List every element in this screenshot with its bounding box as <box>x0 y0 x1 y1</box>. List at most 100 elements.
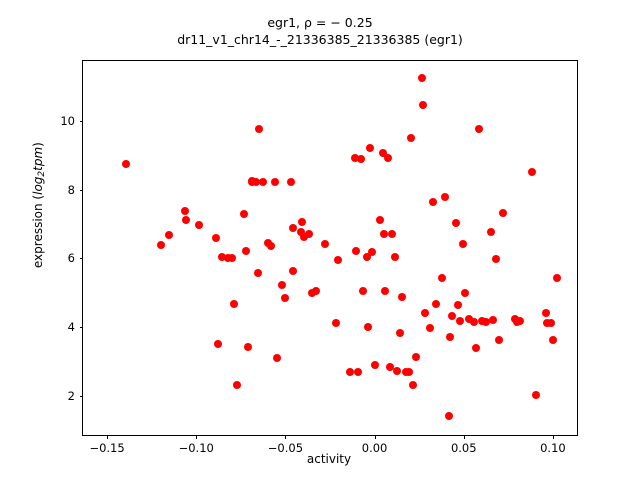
x-axis-tick-label: 0.00 <box>361 441 388 455</box>
scatter-point <box>454 300 463 309</box>
scatter-point <box>242 246 251 255</box>
scatter-point <box>456 316 465 325</box>
scatter-point <box>378 148 387 157</box>
scatter-point <box>425 323 434 332</box>
scatter-point <box>247 177 256 186</box>
y-axis-tick <box>79 258 83 260</box>
scatter-point <box>211 234 220 243</box>
scatter-point <box>181 215 190 224</box>
scatter-point <box>334 256 343 264</box>
scatter-point <box>267 242 276 251</box>
scatter-point <box>441 193 450 202</box>
scatter-point <box>380 230 389 239</box>
scatter-point <box>277 281 286 290</box>
y-axis-label-tpm: tpm <box>30 146 45 171</box>
x-axis-tick-label: 0.05 <box>450 441 477 455</box>
scatter-point <box>491 254 500 263</box>
scatter-point <box>542 318 551 327</box>
scatter-point <box>270 178 279 187</box>
scatter-point <box>367 248 376 257</box>
scatter-point <box>273 354 282 363</box>
scatter-point <box>405 367 414 376</box>
x-axis-label: activity <box>306 452 352 466</box>
scatter-point <box>304 230 313 239</box>
plot-axes: −0.15 −0.10 −0.05 0.00 0.05 0.10 2 4 6 8 10 <box>60 60 578 455</box>
scatter-point <box>375 215 384 224</box>
scatter-point <box>121 159 130 168</box>
scatter-point <box>259 178 268 187</box>
scatter-point <box>418 100 427 109</box>
y-axis-tick <box>79 395 83 397</box>
scatter-points-layer <box>83 61 577 435</box>
scatter-point <box>218 253 227 262</box>
scatter-point <box>213 340 222 349</box>
scatter-point <box>253 268 262 277</box>
scatter-point <box>229 300 238 309</box>
scatter-point <box>548 335 557 344</box>
scatter-point <box>194 220 203 229</box>
scatter-point <box>482 317 491 326</box>
y-axis-tick-label: 6 <box>67 251 75 266</box>
scatter-point <box>474 124 483 133</box>
scatter-point <box>300 233 309 242</box>
x-axis-tick-label: 0.10 <box>540 441 566 455</box>
scatter-point <box>350 154 359 163</box>
y-axis-label-log: log <box>30 176 45 195</box>
scatter-point <box>357 155 366 164</box>
y-axis-tick <box>79 326 83 328</box>
scatter-point <box>553 274 562 283</box>
scatter-point <box>448 311 457 320</box>
scatter-point <box>411 353 420 362</box>
scatter-point <box>486 227 495 236</box>
scatter-point <box>531 390 540 399</box>
scatter-point <box>392 366 401 375</box>
scatter-point <box>470 317 479 326</box>
scatter-point <box>398 292 407 301</box>
y-axis-label-prefix: expression ( <box>30 194 45 269</box>
scatter-point <box>432 299 441 308</box>
scatter-point <box>421 308 430 317</box>
chart-title: egr1, ρ = − 0.25 dr11_v1_chr14_-_2133638… <box>0 14 640 48</box>
scatter-point <box>438 274 447 283</box>
y-axis-tick <box>79 189 83 191</box>
scatter-point <box>311 286 320 295</box>
y-axis-tick-label: 2 <box>67 388 75 403</box>
scatter-point <box>280 294 289 303</box>
scatter-point <box>391 252 400 261</box>
scatter-point <box>498 209 507 217</box>
scatter-point <box>547 318 556 327</box>
y-axis-tick-label: 4 <box>67 319 75 334</box>
scatter-point <box>332 318 341 327</box>
y-axis-tick-label: 8 <box>67 182 75 197</box>
x-axis-tick <box>463 435 465 439</box>
scatter-point <box>351 246 360 255</box>
scatter-point <box>286 178 295 187</box>
scatter-point <box>227 253 236 262</box>
scatter-point <box>408 380 417 389</box>
scatter-point <box>364 322 373 331</box>
scatter-point <box>353 368 362 377</box>
scatter-point <box>180 206 189 215</box>
x-axis-tick <box>196 435 198 439</box>
scatter-point <box>298 218 307 227</box>
scatter-point <box>395 329 404 338</box>
scatter-point <box>381 286 390 295</box>
y-axis-tick <box>79 121 83 123</box>
scatter-point <box>289 267 298 276</box>
scatter-point <box>388 229 397 238</box>
scatter-point <box>465 315 474 324</box>
scatter-point <box>477 316 486 325</box>
scatter-point <box>157 240 166 249</box>
y-axis-tick-label: 10 <box>60 114 75 129</box>
scatter-point <box>320 239 329 248</box>
x-axis-tick <box>374 435 376 439</box>
scatter-point <box>407 133 416 142</box>
scatter-point <box>371 360 380 369</box>
scatter-point <box>429 197 438 206</box>
scatter-point <box>472 343 481 352</box>
scatter-point <box>366 144 375 153</box>
scatter-point <box>358 286 367 295</box>
x-axis-tick-label: −0.05 <box>267 441 304 455</box>
scatter-point <box>251 178 260 187</box>
